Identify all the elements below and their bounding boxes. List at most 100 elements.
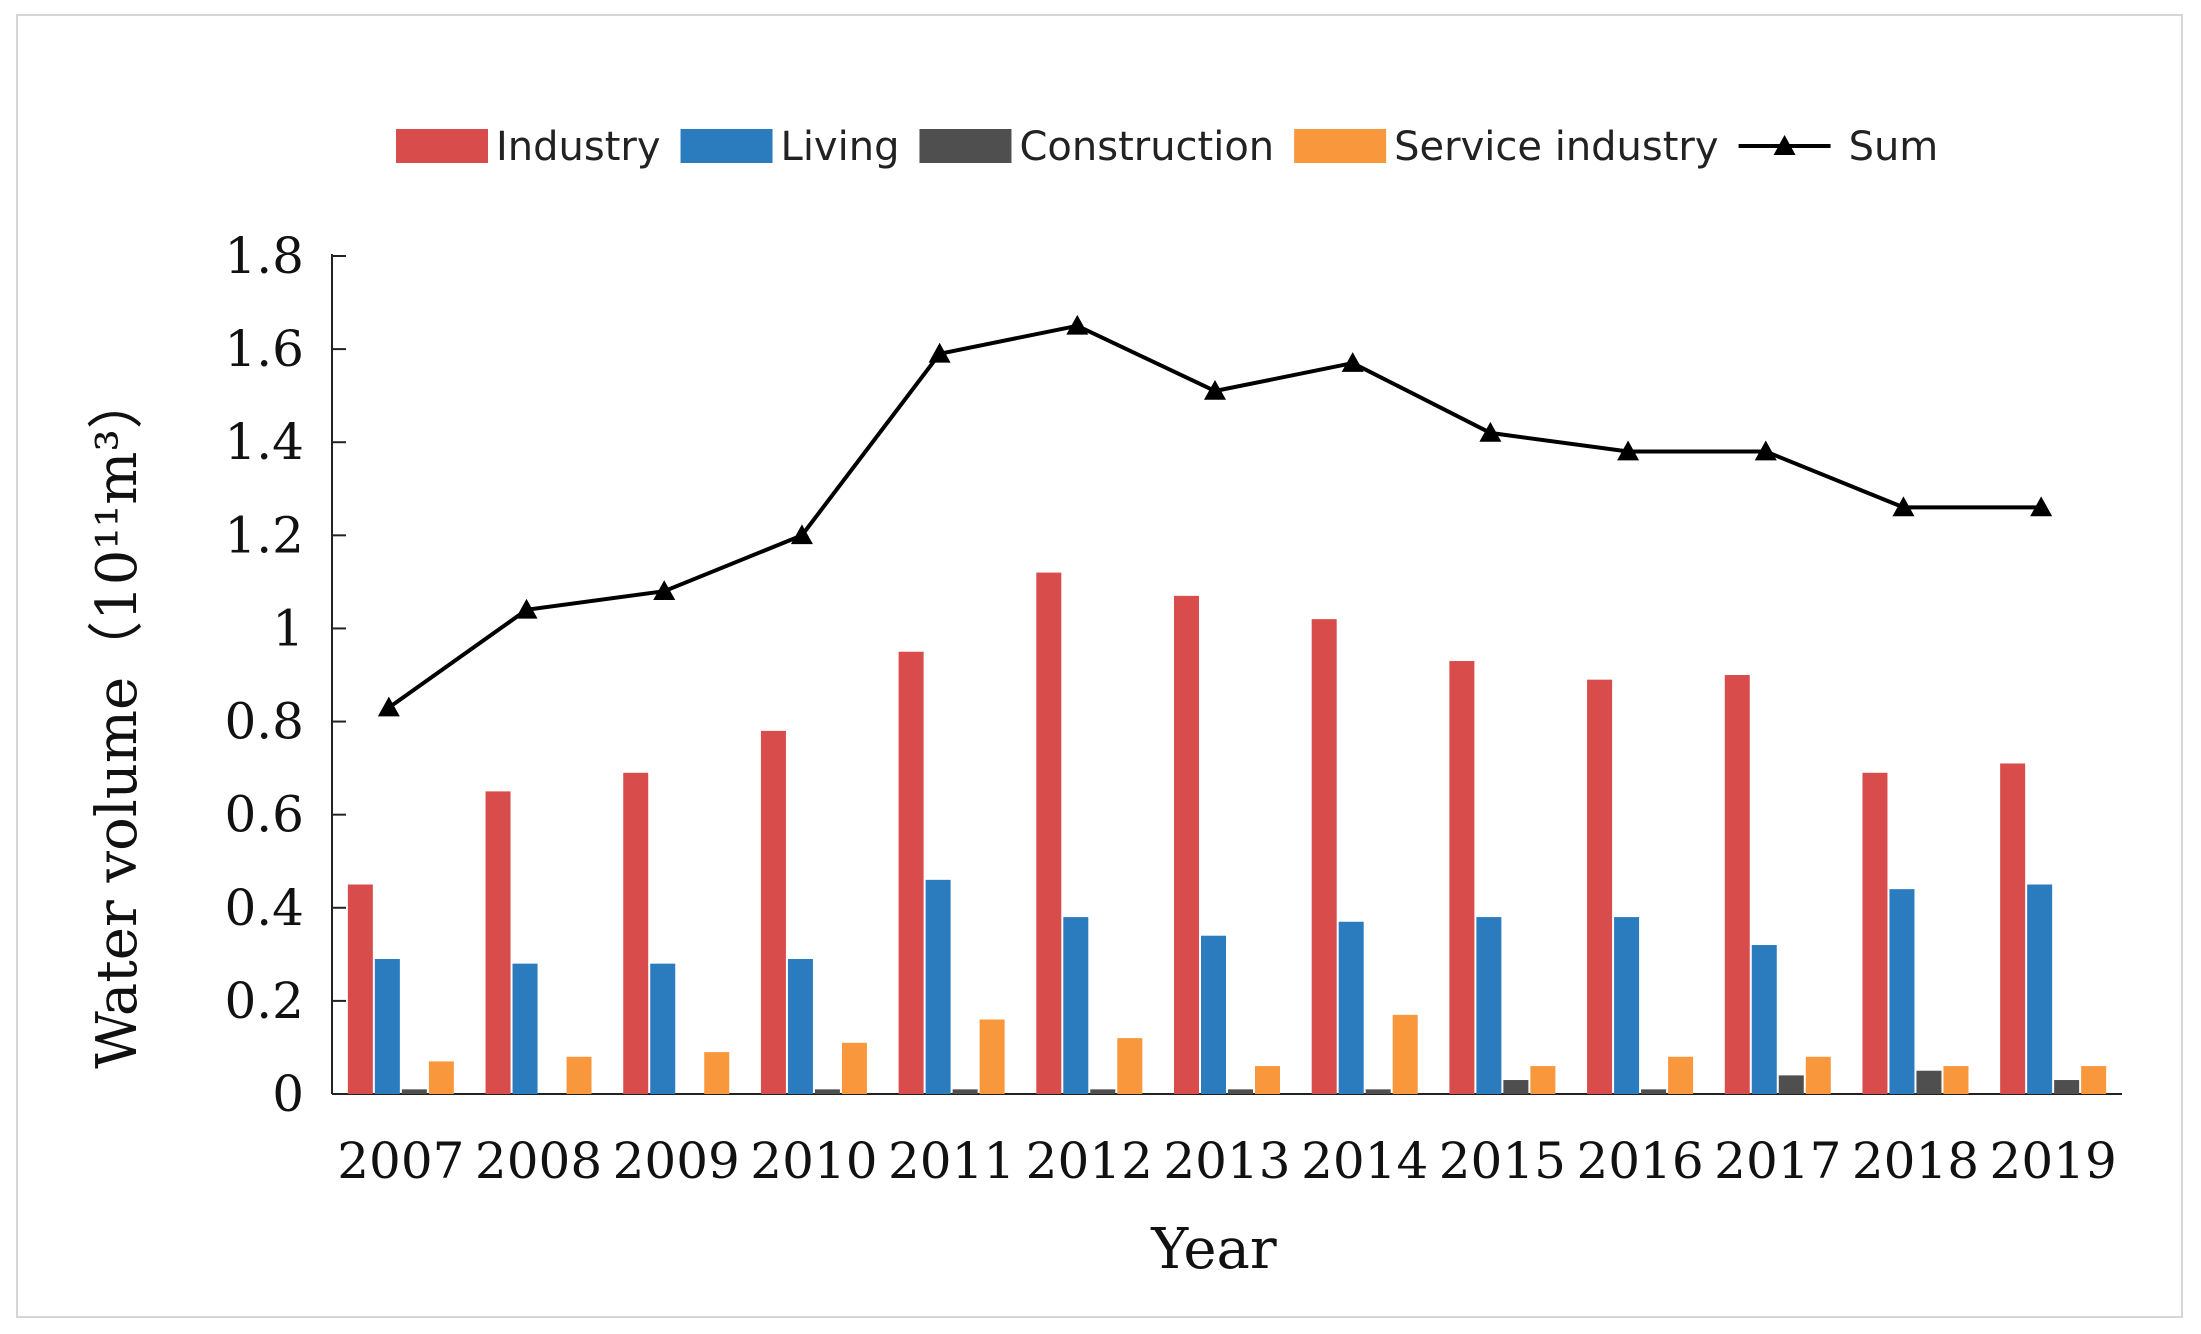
legend-swatch	[919, 129, 1012, 163]
x-tick-label: 2013	[1163, 1132, 1290, 1190]
y-tick-label: 0.8	[224, 693, 304, 751]
y-tick-label: 1.4	[224, 413, 304, 471]
x-tick-label: 2016	[1576, 1132, 1703, 1190]
bar	[1311, 619, 1337, 1094]
legend-swatch	[1294, 129, 1387, 163]
bar	[760, 730, 786, 1094]
legend-marker	[1773, 135, 1796, 155]
bar	[2081, 1066, 2107, 1094]
sum-point	[1617, 440, 1640, 461]
bar	[841, 1042, 867, 1094]
bar	[1751, 945, 1777, 1094]
bar	[1228, 1089, 1253, 1094]
y-axis: 0 0.2 0.4 0.6 0.8 1 1.2 1.4 1.6 1.8	[224, 227, 346, 1123]
legend-label: Sum	[1849, 124, 1939, 170]
x-tick-label: 2011	[888, 1132, 1015, 1190]
x-tick-label: 2014	[1301, 1132, 1428, 1190]
legend-label: Service industry	[1394, 124, 1718, 170]
bar	[623, 772, 649, 1094]
legend-item-sum: Sum	[1738, 124, 1939, 170]
x-tick-label: 2019	[1990, 1132, 2117, 1190]
sum-point	[1892, 496, 1915, 517]
bar	[1255, 1066, 1280, 1094]
bar	[1090, 1089, 1116, 1094]
sum-point	[377, 696, 400, 717]
sum-point	[1479, 421, 1502, 442]
bar	[1889, 889, 1915, 1094]
sum-point	[1754, 440, 1777, 461]
bar	[1117, 1038, 1143, 1094]
legend-label: Industry	[496, 124, 661, 170]
y-tick-label: 0.2	[224, 972, 304, 1030]
bar	[1392, 1014, 1418, 1094]
y-tick-label: 1.2	[224, 506, 304, 564]
y-tick-label: 1.8	[224, 227, 304, 285]
bar	[1449, 661, 1475, 1094]
x-tick-label: 2008	[475, 1132, 602, 1190]
x-tick-label: 2018	[1852, 1132, 1979, 1190]
bar	[898, 651, 924, 1094]
bar	[1063, 917, 1089, 1094]
bar	[2054, 1080, 2080, 1094]
chart-canvas: Industry Living Construction Service indust…	[85, 124, 2122, 1282]
bar	[1916, 1070, 1942, 1094]
legend-label: Construction	[1019, 124, 1274, 170]
y-axis-title: Water volume（10¹¹m³）	[85, 373, 150, 1069]
legend-item-living: Living	[680, 124, 900, 170]
bar	[347, 884, 373, 1094]
bar	[2027, 884, 2053, 1094]
bar	[1476, 917, 1502, 1094]
bar	[979, 1019, 1005, 1094]
bar	[401, 1089, 427, 1094]
x-tick-label: 2015	[1439, 1132, 1566, 1190]
legend-label: Living	[781, 124, 900, 170]
y-tick-label: 0.4	[224, 879, 304, 937]
bar	[1641, 1089, 1667, 1094]
bar	[787, 958, 813, 1094]
bar	[1862, 772, 1888, 1094]
legend: Industry Living Construction Service indust…	[396, 124, 1938, 170]
bar	[814, 1089, 840, 1094]
legend-item-construction: Construction	[919, 124, 1274, 170]
x-tick-label: 2012	[1026, 1132, 1153, 1190]
bar	[1338, 921, 1364, 1094]
sum-point	[2030, 496, 2053, 517]
sum-point	[928, 342, 951, 363]
bar	[1174, 595, 1199, 1094]
sum-point	[1341, 352, 1364, 372]
bar	[1503, 1080, 1529, 1094]
legend-item-service-industry: Service industry	[1294, 124, 1719, 170]
y-tick-label: 1.6	[224, 320, 304, 378]
bar	[704, 1052, 730, 1094]
legend-item-industry: Industry	[396, 124, 661, 170]
bar	[1724, 675, 1750, 1094]
series-construction	[401, 1070, 2080, 1094]
bar	[650, 963, 676, 1094]
bar	[374, 958, 400, 1094]
y-tick-label: 0	[272, 1065, 304, 1123]
x-tick-label: 2010	[750, 1132, 877, 1190]
bar	[952, 1089, 978, 1094]
y-tick-label: 0.6	[224, 786, 304, 844]
series-living	[374, 879, 2053, 1094]
bar	[1201, 935, 1226, 1094]
x-axis-title: Year	[1150, 1217, 1277, 1282]
bar	[1587, 679, 1613, 1094]
x-tick-label: 2017	[1714, 1132, 1841, 1190]
bar	[512, 963, 538, 1094]
bar	[1614, 917, 1640, 1094]
bar	[566, 1056, 592, 1094]
x-axis: 2007 2008 2009 2010 2011 2012 2013 2014 2015 2016…	[332, 1093, 2122, 1190]
bar	[1805, 1056, 1831, 1094]
sum-point	[1066, 314, 1089, 335]
bar	[1530, 1066, 1556, 1094]
bar	[1778, 1075, 1804, 1094]
legend-swatch	[396, 129, 488, 163]
bar	[1668, 1056, 1694, 1094]
sum-point	[790, 524, 813, 545]
series-service-industry	[428, 1014, 2107, 1094]
bar	[428, 1061, 454, 1094]
bar	[485, 791, 511, 1094]
x-tick-label: 2009	[613, 1132, 740, 1190]
sum-line-series	[377, 314, 2053, 717]
